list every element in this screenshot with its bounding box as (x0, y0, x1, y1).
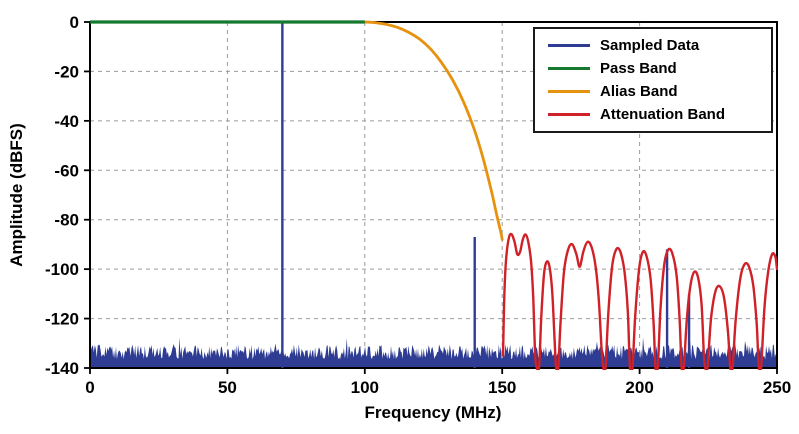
svg-text:-60: -60 (54, 161, 79, 180)
y-tick-labels: 0 -20 -40 -60 -80 -100 -120 -140 (45, 13, 79, 378)
x-tick-labels: 0 50 100 150 200 250 (85, 378, 791, 397)
noise-floor-area (90, 337, 777, 368)
legend-item-sampled-data: Sampled Data (535, 34, 771, 57)
attenuation-band-curve (501, 232, 778, 370)
legend-label: Attenuation Band (600, 106, 725, 123)
sampled-data-line-swatch-icon (548, 44, 590, 47)
svg-text:-120: -120 (45, 310, 79, 329)
svg-text:250: 250 (763, 378, 791, 397)
legend-label: Pass Band (600, 60, 677, 77)
svg-text:-40: -40 (54, 112, 79, 131)
legend-item-alias-band: Alias Band (535, 80, 771, 103)
axis-ticks (84, 21, 778, 374)
svg-text:200: 200 (625, 378, 653, 397)
legend-label: Alias Band (600, 83, 678, 100)
alias-band-line-swatch-icon (548, 90, 590, 93)
legend: Sampled Data Pass Band Alias Band Attenu… (533, 27, 773, 133)
plot-border (89, 21, 778, 369)
svg-text:-100: -100 (45, 260, 79, 279)
sampled-data-spikes (281, 22, 691, 368)
y-axis-label: Amplitude (dBFS) (7, 123, 26, 267)
svg-text:0: 0 (85, 378, 94, 397)
attenuation-band-line-swatch-icon (548, 113, 590, 116)
svg-text:100: 100 (351, 378, 379, 397)
alias-band-curve (363, 20, 504, 241)
svg-text:-80: -80 (54, 211, 79, 230)
legend-label: Sampled Data (600, 37, 700, 54)
svg-text:50: 50 (218, 378, 237, 397)
pass-band-line-swatch-icon (548, 67, 590, 70)
x-axis-label: Frequency (MHz) (364, 403, 502, 422)
svg-text:-20: -20 (54, 62, 79, 81)
legend-item-pass-band: Pass Band (535, 57, 771, 80)
noise-floor-series (90, 337, 777, 368)
legend-item-attenuation-band: Attenuation Band (535, 103, 771, 126)
svg-text:0: 0 (70, 13, 79, 32)
series-lines (90, 20, 778, 370)
svg-text:150: 150 (488, 378, 516, 397)
svg-text:-140: -140 (45, 359, 79, 378)
